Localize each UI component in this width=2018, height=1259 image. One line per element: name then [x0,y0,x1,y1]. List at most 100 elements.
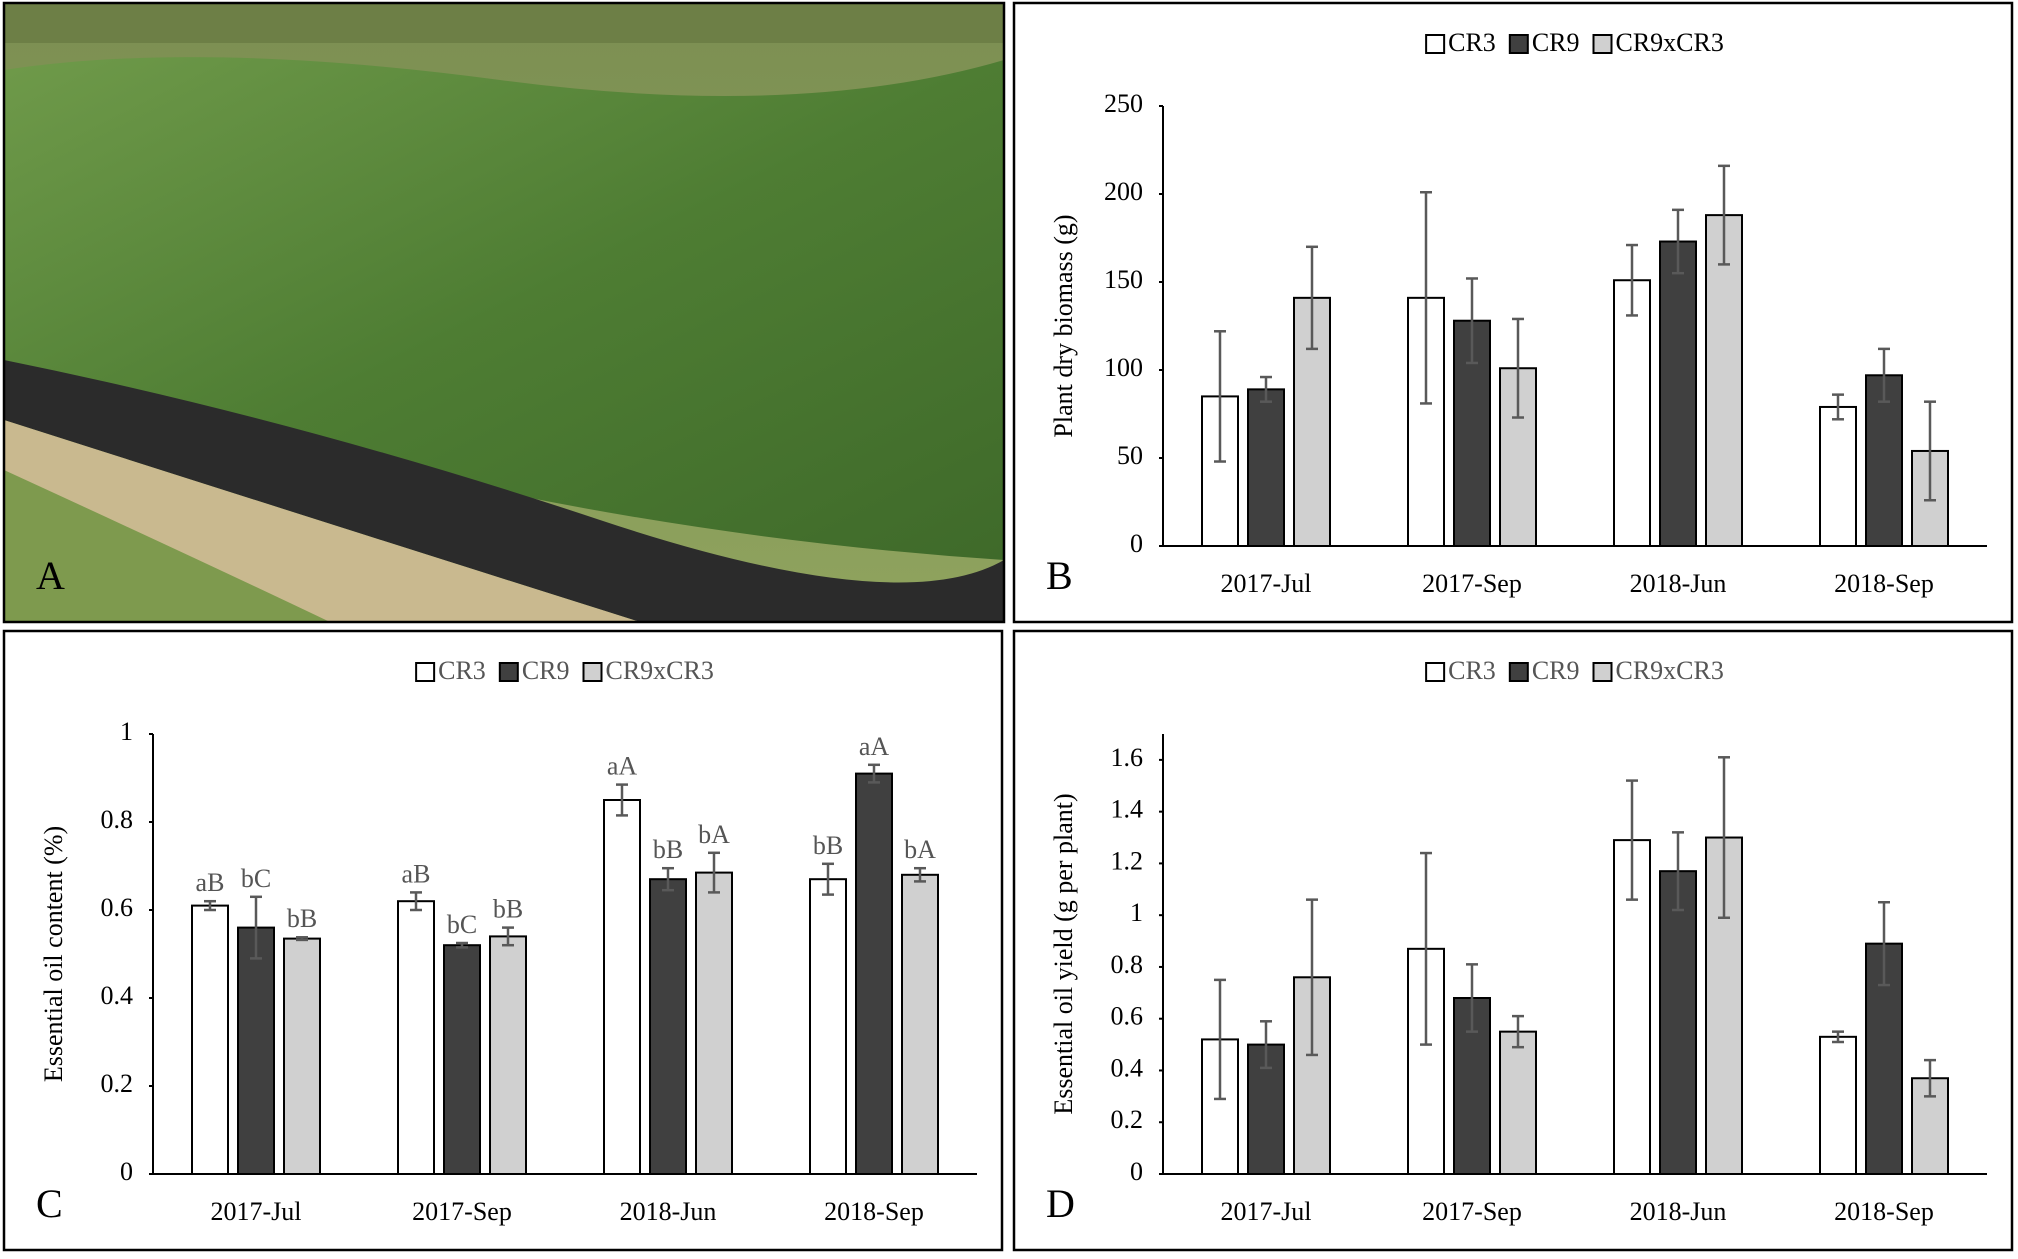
y-tick-label: 0 [1130,529,1143,558]
y-tick-label: 0.6 [101,893,134,922]
significance-letter: bB [493,895,523,924]
significance-letter: bB [813,831,843,860]
legend-label: CR9xCR3 [1616,28,1724,57]
chart-panel: Essential oil content (%) C 0 0.2 0.4 0.6 0.8 1… [2,629,1004,1252]
y-tick-label: 1 [1130,898,1143,927]
y-tick-label: 1.4 [1111,795,1144,824]
photo-grass [4,470,330,622]
significance-letter: aA [607,752,638,781]
significance-letter: bA [698,820,730,849]
y-tick-label: 1.2 [1111,846,1144,875]
bar [809,878,847,1175]
x-tick-label: 2017-Sep [1422,569,1522,598]
legend-swatch [1425,34,1446,54]
legend-label: CR9 [522,656,570,685]
y-tick-label: 0.8 [101,805,134,834]
x-tick-label: 2018-Sep [1834,1197,1934,1226]
significance-letter: bB [653,835,683,864]
legend-label: CR9 [1532,28,1580,57]
panel-frame [2,1,1006,624]
legend-swatch [498,662,519,682]
bar [489,935,527,1175]
y-tick-label: 0.2 [1111,1105,1144,1134]
y-tick-label: 150 [1104,265,1143,294]
x-tick-label: 2018-Jun [620,1197,717,1226]
panel-label: C [36,1181,63,1226]
bar [191,904,229,1175]
bar [1499,1030,1537,1175]
bar [1659,240,1697,548]
x-tick-label: 2017-Jul [211,1197,302,1226]
legend-swatch [1425,662,1446,682]
photo-far-field [4,3,1004,43]
bar [397,900,435,1175]
legend-swatch [1592,34,1613,54]
legend-swatch [1592,662,1613,682]
legend-label: CR3 [1448,656,1496,685]
bar [855,772,893,1175]
bar [1659,870,1697,1175]
legend-label: CR3 [1448,28,1496,57]
legend: CR3 CR9 CR9xCR3 [1425,656,1724,685]
significance-letter: bC [241,864,271,893]
significance-letter: aB [402,859,431,888]
bar [1613,279,1651,547]
y-tick-label: 0 [120,1157,133,1186]
bar [1705,214,1743,547]
y-tick-label: 0.4 [1111,1053,1144,1082]
y-axis-title: Plant dry biomass (g) [1049,214,1078,437]
panel-label: B [1046,553,1073,598]
legend: CR3 CR9 CR9xCR3 [1425,28,1724,57]
bar [649,878,687,1175]
bar [237,926,275,1175]
x-tick-label: 2017-Jul [1221,1197,1312,1226]
x-tick-label: 2018-Sep [1834,569,1934,598]
significance-letter: aA [859,732,890,761]
y-tick-label: 200 [1104,177,1143,206]
bar [283,937,321,1175]
x-tick-label: 2017-Jul [1221,569,1312,598]
legend: CR3 CR9 CR9xCR3 [415,656,714,685]
y-tick-label: 0 [1130,1157,1143,1186]
legend-label: CR3 [438,656,486,685]
photo-panel: A [2,1,1006,624]
bar [1247,388,1285,547]
legend-label: CR9xCR3 [606,656,714,685]
y-tick-label: 0.8 [1111,950,1144,979]
legend-swatch [1508,34,1529,54]
x-tick-label: 2017-Sep [412,1197,512,1226]
bar [1819,1035,1857,1175]
legend-swatch [582,662,603,682]
significance-letter: bA [904,835,936,864]
y-tick-label: 100 [1104,353,1143,382]
significance-letter: bB [287,904,317,933]
y-tick-label: 250 [1104,89,1143,118]
y-tick-label: 0.2 [101,1069,134,1098]
bar [603,799,641,1175]
bar [1819,405,1857,547]
y-tick-label: 1 [120,717,133,746]
x-tick-label: 2018-Jun [1630,1197,1727,1226]
significance-letter: bC [447,910,477,939]
y-tick-label: 0.4 [101,981,134,1010]
y-tick-label: 1.6 [1111,743,1144,772]
legend-label: CR9xCR3 [1616,656,1724,685]
x-tick-label: 2017-Sep [1422,1197,1522,1226]
x-tick-label: 2018-Jun [1630,569,1727,598]
significance-letter: aB [196,868,225,897]
panel-label: D [1046,1181,1075,1226]
chart-panel: Essential oil yield (g per plant) D 0 0.2 0.… [1012,629,2014,1252]
chart-panel: Plant dry biomass (g) B 0 50 100 150 200 250 201… [1012,1,2014,624]
panel-label: A [36,553,65,598]
bar [901,873,939,1176]
legend-swatch [1508,662,1529,682]
y-tick-label: 0.6 [1111,1002,1144,1031]
y-axis-title: Essential oil content (%) [39,826,68,1082]
photo-mat [4,360,1004,622]
bar [1865,374,1903,547]
bar [695,871,733,1175]
legend-label: CR9 [1532,656,1580,685]
y-tick-label: 50 [1117,441,1143,470]
